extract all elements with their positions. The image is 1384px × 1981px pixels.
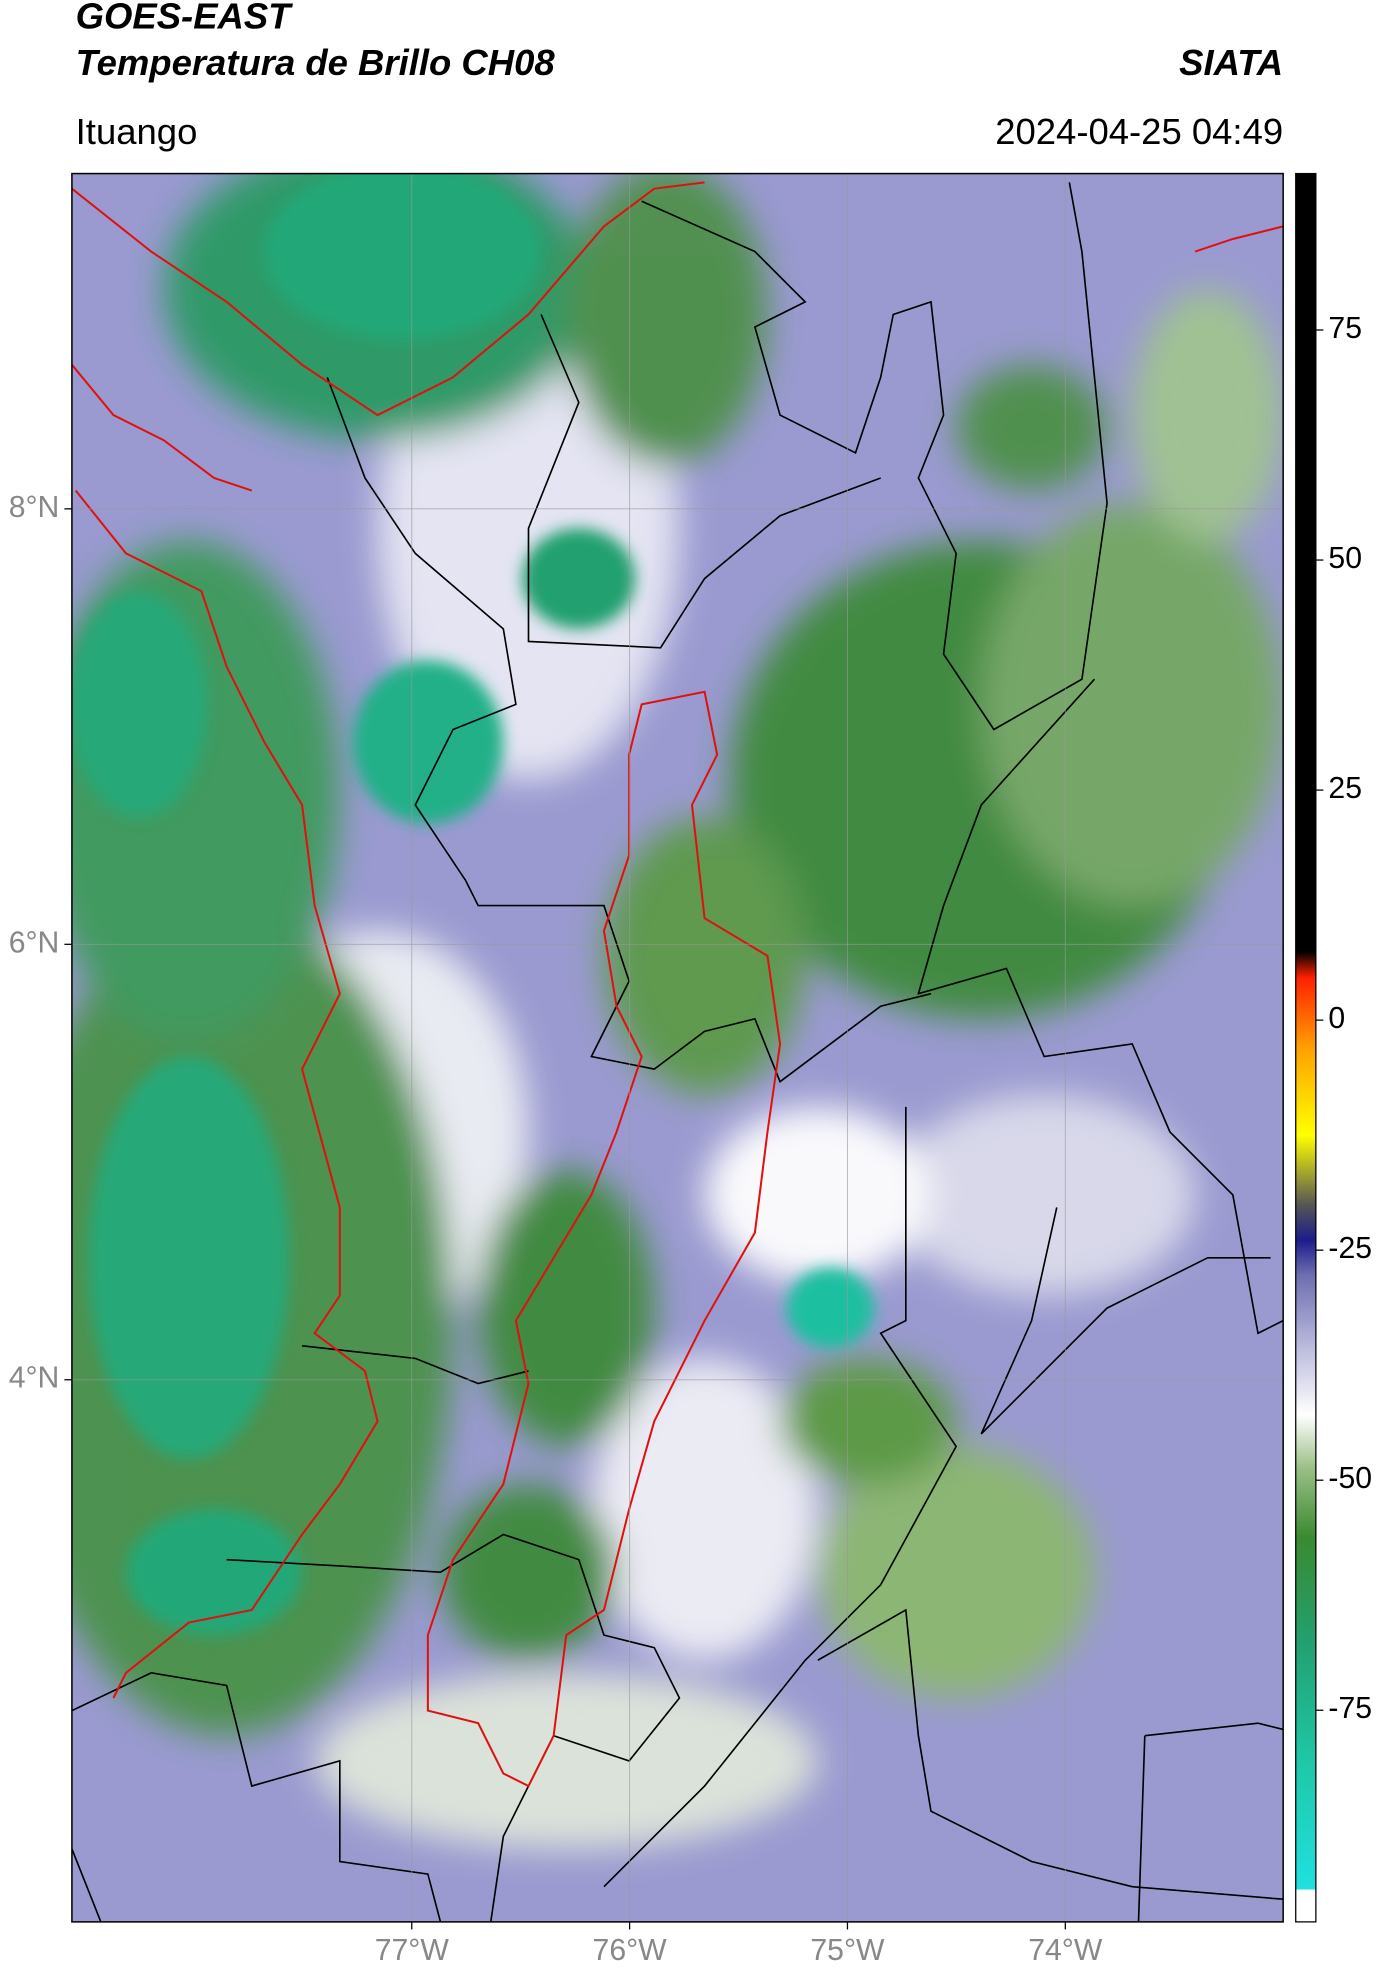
colorbar-tick-label: -50 bbox=[1328, 1462, 1372, 1495]
colorbar-tick-label: 0 bbox=[1328, 1002, 1345, 1035]
x-tick-label: 77°W bbox=[375, 1934, 450, 1967]
y-tick-label: 4°N bbox=[9, 1362, 60, 1395]
subtitle: Temperatura de Brillo CH08 bbox=[76, 42, 556, 83]
colorbar-tick-label: 75 bbox=[1328, 312, 1362, 345]
grid bbox=[71, 173, 1284, 1922]
x-tick-label: 74°W bbox=[1028, 1934, 1103, 1967]
satellite-image bbox=[71, 173, 1284, 1922]
colorbar bbox=[1295, 172, 1317, 1923]
colorbar-tick-label: -25 bbox=[1328, 1232, 1372, 1265]
title: GOES-EAST bbox=[76, 0, 294, 37]
map-frame bbox=[71, 172, 1284, 1923]
x-tick-label: 75°W bbox=[810, 1934, 885, 1967]
x-tick-label: 76°W bbox=[593, 1934, 668, 1967]
location: Ituango bbox=[76, 111, 198, 152]
colorbar-tick-label: 25 bbox=[1328, 772, 1362, 805]
source: SIATA bbox=[1179, 42, 1283, 83]
colorbar-tick-label: -75 bbox=[1328, 1692, 1372, 1725]
y-tick-label: 8°N bbox=[9, 491, 60, 524]
y-tick-label: 6°N bbox=[9, 926, 60, 959]
timestamp: 2024-04-25 04:49 bbox=[995, 111, 1283, 152]
colorbar-tick-label: 50 bbox=[1328, 542, 1362, 575]
